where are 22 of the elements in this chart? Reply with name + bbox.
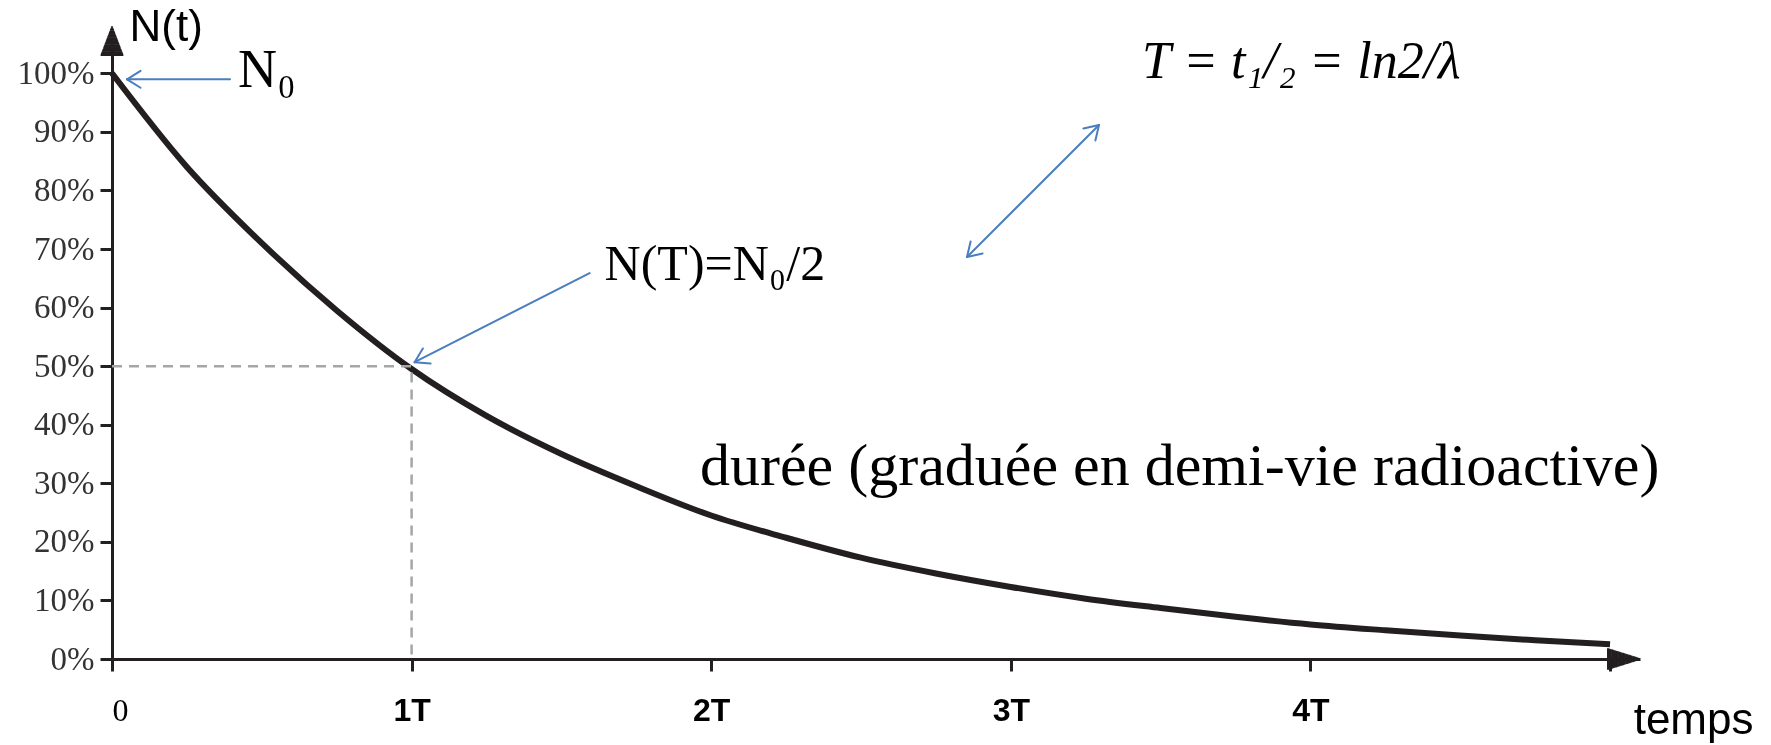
y-tick-label: 80% <box>34 171 95 208</box>
y-tick-label: 0% <box>50 640 95 677</box>
y-tick-label: 90% <box>34 113 95 150</box>
annotation: N₀ <box>238 39 296 100</box>
x-tick-label: 3T <box>992 691 1031 728</box>
annotation: T = t₁/₂ = ln2/λ <box>1142 32 1461 89</box>
x-tick-label: 4T <box>1292 691 1331 728</box>
y-tick-label: 40% <box>34 406 95 443</box>
annotation: durée (graduée en demi-vie radioactive) <box>700 432 1660 498</box>
x-axis-title: temps <box>1633 693 1754 743</box>
y-tick-label: 100% <box>17 54 95 91</box>
y-axis-title: N(t) <box>129 0 203 50</box>
x-tick-label: 0 <box>112 691 129 728</box>
y-tick-label: 70% <box>34 230 95 267</box>
y-tick-label: 30% <box>34 464 95 501</box>
y-tick-label: 60% <box>34 289 95 326</box>
x-tick-label: 1T <box>393 691 432 728</box>
y-tick-label: 10% <box>34 581 95 618</box>
x-tick-label: 2T <box>693 691 731 728</box>
annotation: N(T)=N₀/2 <box>604 235 826 292</box>
y-tick-label: 50% <box>34 347 95 384</box>
y-tick-label: 20% <box>34 523 95 560</box>
